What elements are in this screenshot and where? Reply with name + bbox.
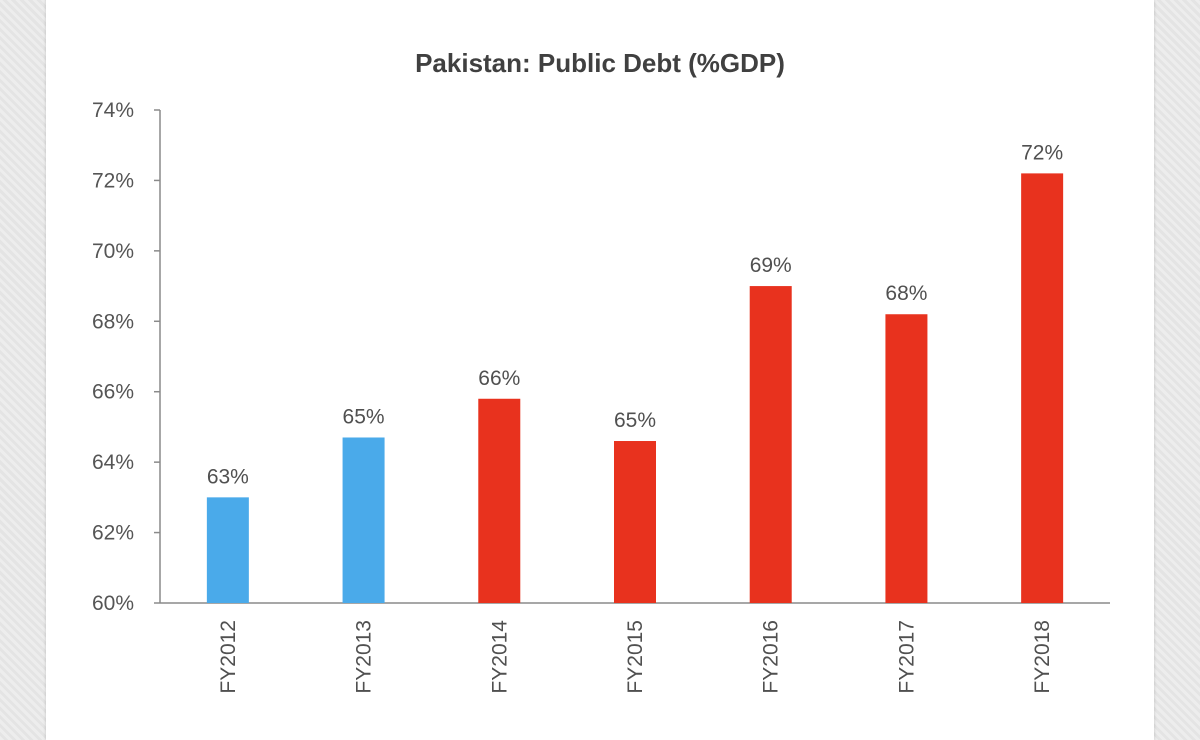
data-label: 63% bbox=[207, 465, 249, 488]
data-label: 68% bbox=[885, 282, 927, 305]
x-tick-label: FY2012 bbox=[217, 620, 240, 694]
y-tick-label: 72% bbox=[92, 169, 134, 192]
data-label: 65% bbox=[343, 405, 385, 428]
x-tick-label: FY2013 bbox=[353, 620, 376, 694]
x-tick-label: FY2017 bbox=[895, 620, 918, 694]
y-tick-label: 74% bbox=[92, 99, 134, 122]
data-label: 65% bbox=[614, 409, 656, 432]
chart-card bbox=[46, 0, 1154, 740]
y-tick-label: 70% bbox=[92, 240, 134, 263]
bar bbox=[206, 497, 249, 603]
y-tick-label: 60% bbox=[92, 592, 134, 615]
x-tick-label: FY2016 bbox=[760, 620, 783, 694]
x-tick-label: FY2015 bbox=[624, 620, 647, 694]
bar bbox=[342, 437, 385, 603]
bars-group: 63% 65% 66% 65% 69% 68% 72% bbox=[207, 141, 1063, 603]
bar bbox=[478, 398, 521, 603]
y-tick-label: 68% bbox=[92, 310, 134, 333]
y-tick-label: 64% bbox=[92, 451, 134, 474]
x-axis: FY2012 FY2013 FY2014 FY2015 FY2016 FY2017 FY20… bbox=[160, 602, 1110, 694]
y-tick-label: 66% bbox=[92, 381, 134, 404]
data-label: 69% bbox=[750, 254, 792, 277]
data-label: 72% bbox=[1021, 141, 1063, 164]
bar bbox=[614, 441, 656, 603]
data-label: 66% bbox=[478, 367, 520, 390]
chart-title: Pakistan: Public Debt (%GDP) bbox=[415, 48, 785, 78]
bar bbox=[885, 314, 928, 603]
y-tick-label: 62% bbox=[92, 522, 134, 545]
y-axis: 60% 62% 64% 66% 68% 70% 72% 74% bbox=[92, 99, 161, 615]
bar bbox=[1021, 173, 1064, 603]
bar bbox=[749, 286, 792, 603]
x-tick-label: FY2018 bbox=[1031, 620, 1054, 694]
x-tick-label: FY2014 bbox=[488, 620, 511, 694]
